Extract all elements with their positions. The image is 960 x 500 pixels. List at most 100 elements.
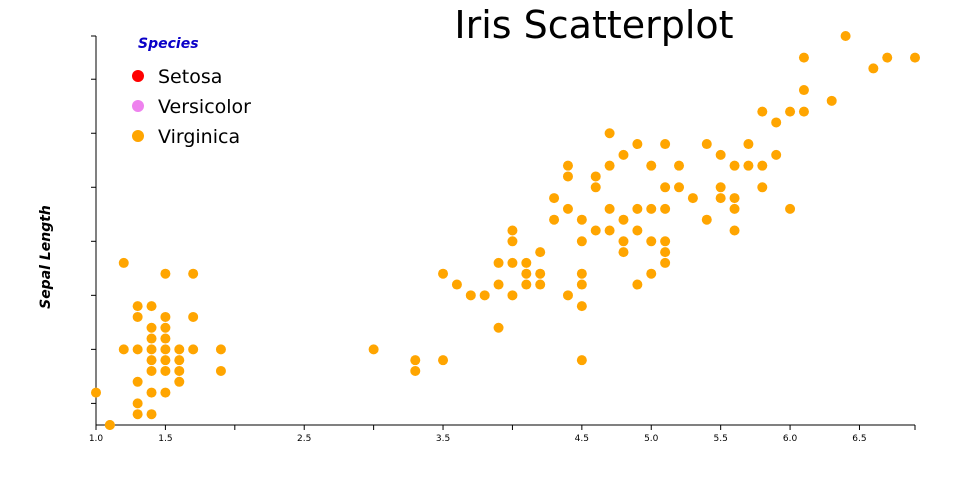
data-point [729, 160, 740, 171]
data-point [590, 171, 601, 182]
data-point [576, 355, 587, 366]
data-point [160, 355, 171, 366]
data-point [660, 139, 671, 150]
data-point [757, 182, 768, 193]
data-point [646, 236, 657, 247]
data-point [604, 225, 615, 236]
legend-label-virginica: Virginica [158, 126, 240, 148]
data-point [590, 225, 601, 236]
data-point [771, 117, 782, 128]
data-point [840, 31, 851, 41]
chart-title: Iris Scatterplot [454, 3, 733, 47]
data-point [549, 214, 560, 225]
data-point [438, 355, 449, 366]
data-point [562, 203, 573, 214]
x-tick-label-10: 6.0 [783, 434, 798, 444]
data-point [521, 279, 532, 290]
data-point [576, 268, 587, 279]
data-point [576, 214, 587, 225]
data-points [91, 31, 920, 430]
data-point [535, 247, 546, 258]
x-tick-label-3: 2.5 [297, 434, 311, 444]
data-point [507, 257, 518, 268]
data-point [562, 160, 573, 171]
data-point [646, 203, 657, 214]
data-point [438, 268, 449, 279]
data-point [882, 52, 893, 63]
data-point [215, 344, 226, 355]
data-point [160, 311, 171, 322]
data-point [160, 344, 171, 355]
legend: Species Setosa Versicolor Virginica [132, 36, 251, 148]
data-point [535, 279, 546, 290]
data-point [729, 193, 740, 204]
data-point [174, 344, 185, 355]
x-axis: 1.0 1.5 2.5 3.5 4.5 5.0 5.5 6.0 6.5 [89, 424, 916, 444]
data-point [798, 85, 809, 96]
data-point [785, 203, 796, 214]
data-point [215, 365, 226, 376]
data-point [410, 365, 421, 376]
data-point [493, 257, 504, 268]
data-point [618, 149, 629, 160]
data-point [188, 344, 199, 355]
data-point [146, 365, 157, 376]
data-point [174, 365, 185, 376]
data-point [562, 171, 573, 182]
data-point [743, 160, 754, 171]
data-point [618, 247, 629, 258]
data-point [174, 376, 185, 387]
data-point [632, 139, 643, 150]
data-point [146, 344, 157, 355]
data-point [660, 236, 671, 247]
data-point [132, 398, 143, 409]
data-point [410, 355, 421, 366]
data-point [132, 301, 143, 312]
data-point [91, 387, 101, 398]
x-tick-label-8: 5.0 [644, 434, 659, 444]
data-point [160, 322, 171, 333]
data-point [715, 149, 726, 160]
data-point [604, 160, 615, 171]
data-point [104, 420, 115, 430]
data-point [118, 257, 129, 268]
data-point [132, 376, 143, 387]
data-point [118, 344, 129, 355]
y-axis [91, 35, 97, 425]
data-point [798, 106, 809, 117]
legend-marker-virginica [132, 130, 144, 142]
data-point [451, 279, 462, 290]
data-point [646, 268, 657, 279]
data-point [188, 268, 199, 279]
data-point [576, 279, 587, 290]
data-point [910, 52, 920, 63]
data-point [729, 203, 740, 214]
data-point [785, 106, 796, 117]
data-point [729, 225, 740, 236]
data-point [521, 257, 532, 268]
data-point [604, 128, 615, 139]
data-point [868, 63, 879, 74]
data-point [549, 193, 560, 204]
data-point [715, 193, 726, 204]
data-point [757, 106, 768, 117]
legend-marker-setosa [132, 70, 144, 82]
legend-label-versicolor: Versicolor [158, 96, 251, 118]
data-point [535, 268, 546, 279]
data-point [604, 203, 615, 214]
data-point [521, 268, 532, 279]
data-point [632, 279, 643, 290]
data-point [368, 344, 379, 355]
data-point [507, 290, 518, 301]
data-point [507, 225, 518, 236]
data-point [660, 182, 671, 193]
data-point [660, 203, 671, 214]
data-point [174, 355, 185, 366]
data-point [618, 236, 629, 247]
data-point [646, 160, 657, 171]
data-point [576, 301, 587, 312]
data-point [826, 95, 837, 106]
data-point [132, 344, 143, 355]
data-point [507, 236, 518, 247]
